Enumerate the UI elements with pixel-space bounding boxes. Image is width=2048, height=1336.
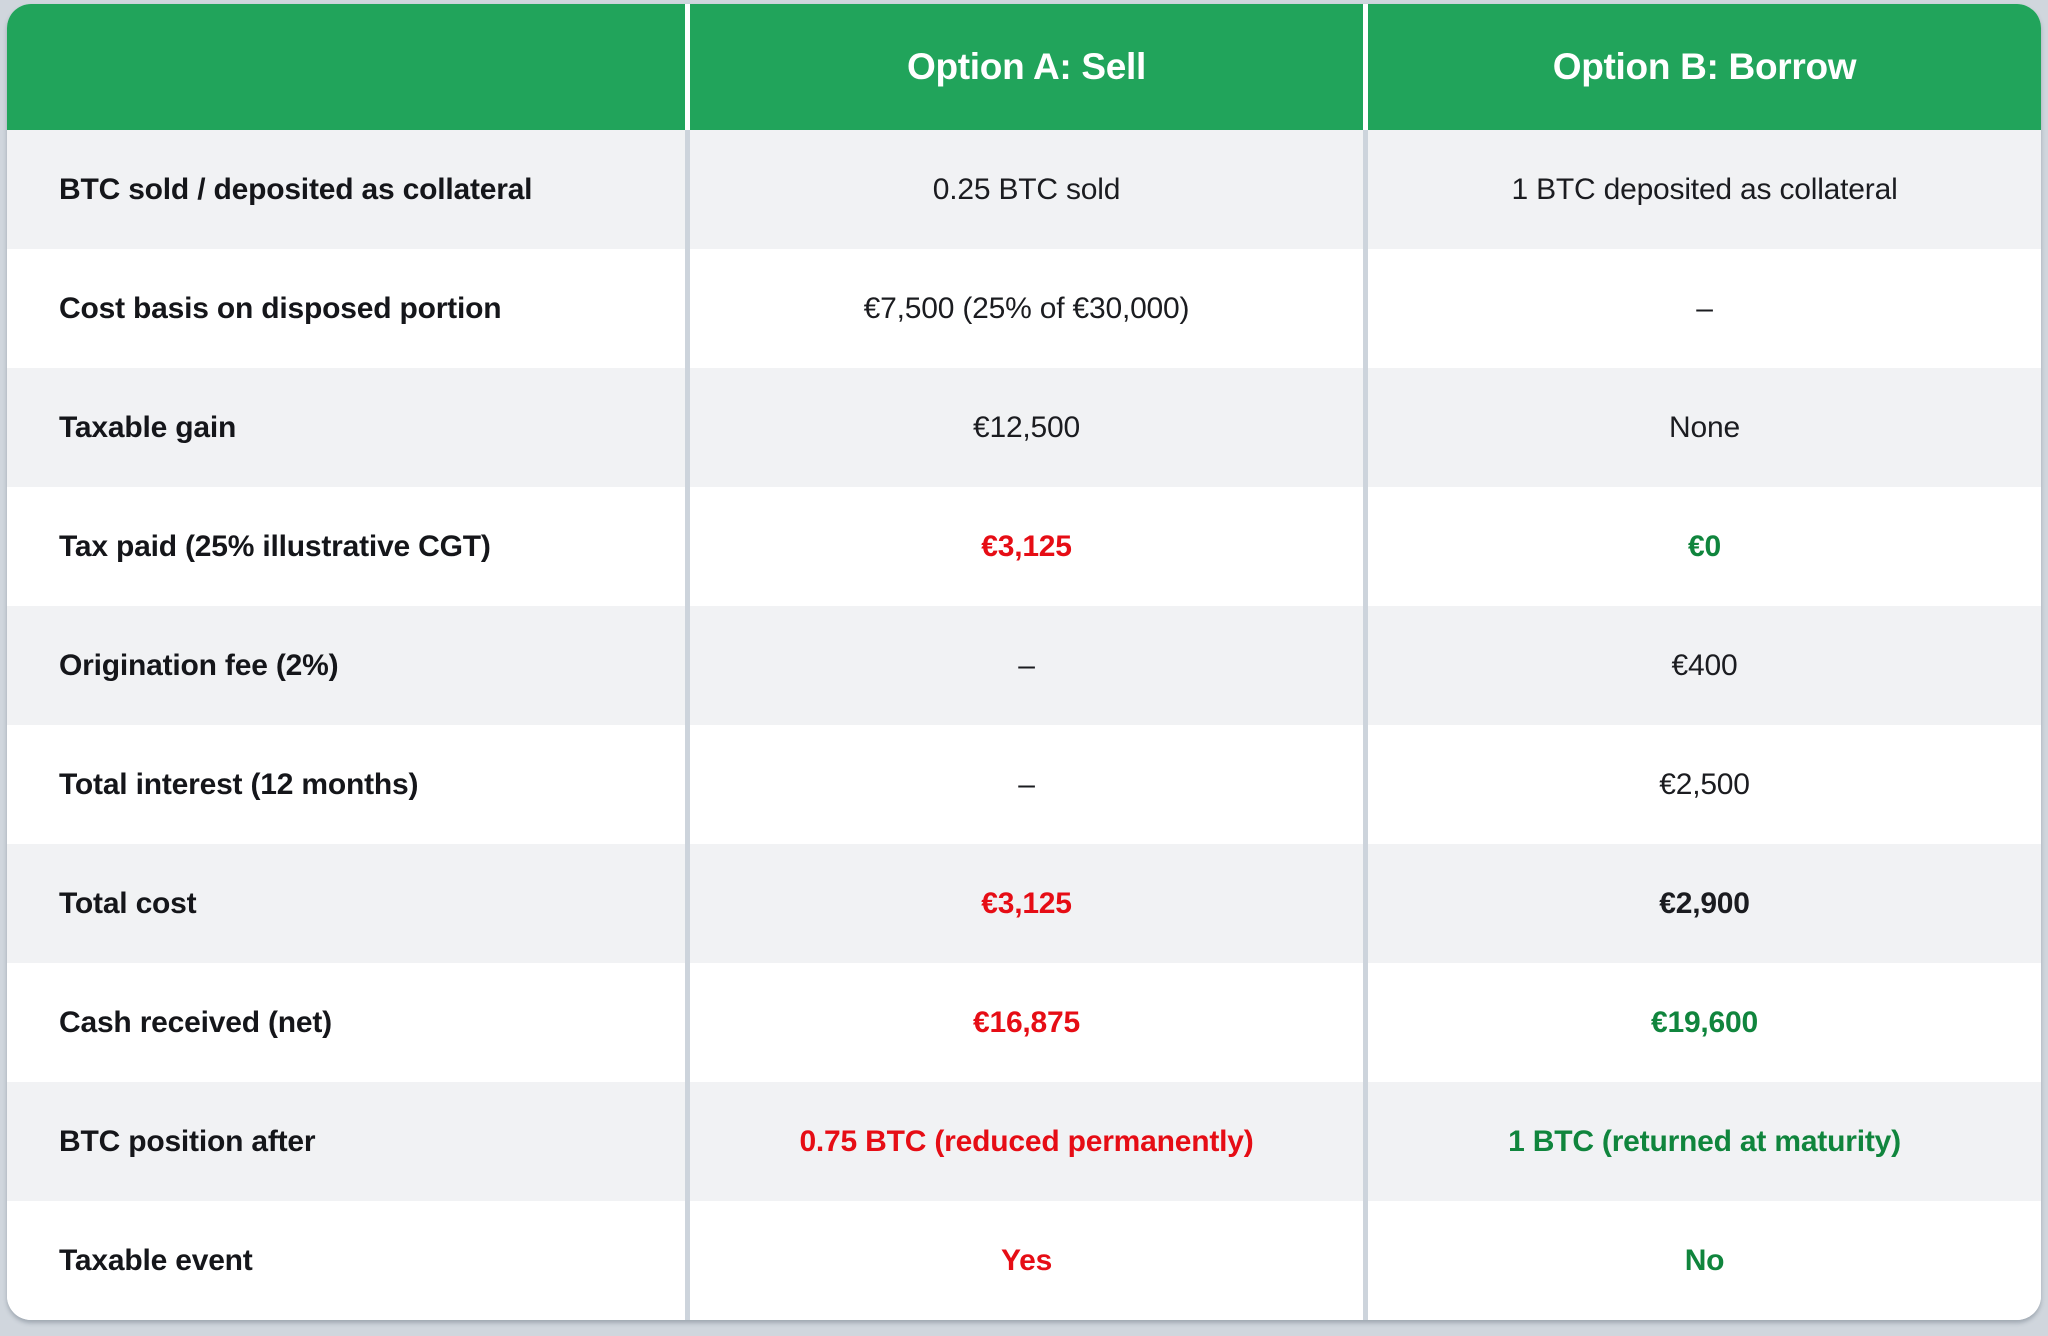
table-row-tax-paid: Tax paid (25% illustrative CGT) €3,125 €… [7, 487, 2041, 606]
row-label: Taxable gain [59, 410, 237, 444]
option-b-value: 1 BTC (returned at maturity) [1363, 1082, 2041, 1201]
table-row-origination-fee: Origination fee (2%) – €400 [7, 606, 2041, 725]
row-label: BTC sold / deposited as collateral [59, 172, 533, 206]
row-label: BTC position after [59, 1124, 316, 1158]
row-label: Total cost [59, 886, 197, 920]
header-empty-cell [7, 4, 685, 130]
option-a-value: €3,125 [685, 844, 1363, 963]
column-header-option-a: Option A: Sell [685, 4, 1363, 130]
option-b-value: No [1363, 1201, 2041, 1320]
table-row-total-cost: Total cost €3,125 €2,900 [7, 844, 2041, 963]
table-header-row: Option A: Sell Option B: Borrow [7, 4, 2041, 130]
option-b-value: €400 [1363, 606, 2041, 725]
column-header-option-b: Option B: Borrow [1363, 4, 2041, 130]
option-b-value: €0 [1363, 487, 2041, 606]
table-row-total-interest: Total interest (12 months) – €2,500 [7, 725, 2041, 844]
option-a-value: €12,500 [685, 368, 1363, 487]
table-row-cash-received: Cash received (net) €16,875 €19,600 [7, 963, 2041, 1082]
row-label: Total interest (12 months) [59, 767, 419, 801]
table-row-taxable-event: Taxable event Yes No [7, 1201, 2041, 1320]
option-a-value: €3,125 [685, 487, 1363, 606]
table-row-btc-position-after: BTC position after 0.75 BTC (reduced per… [7, 1082, 2041, 1201]
option-b-value: None [1363, 368, 2041, 487]
option-a-value: €7,500 (25% of €30,000) [685, 249, 1363, 368]
row-label: Origination fee (2%) [59, 648, 339, 682]
option-a-value: – [685, 606, 1363, 725]
option-a-value: 0.25 BTC sold [685, 130, 1363, 249]
option-b-value: €2,900 [1363, 844, 2041, 963]
row-label: Taxable event [59, 1243, 253, 1277]
row-label: Cash received (net) [59, 1005, 332, 1039]
option-b-value: 1 BTC deposited as collateral [1363, 130, 2041, 249]
option-b-value: €19,600 [1363, 963, 2041, 1082]
row-label: Cost basis on disposed portion [59, 291, 502, 325]
row-label: Tax paid (25% illustrative CGT) [59, 529, 491, 563]
table-row-btc-sold-deposited: BTC sold / deposited as collateral 0.25 … [7, 130, 2041, 249]
option-b-value: – [1363, 249, 2041, 368]
option-b-value: €2,500 [1363, 725, 2041, 844]
comparison-table-card: Option A: Sell Option B: Borrow BTC sold… [7, 4, 2041, 1320]
table-row-cost-basis: Cost basis on disposed portion €7,500 (2… [7, 249, 2041, 368]
table-row-taxable-gain: Taxable gain €12,500 None [7, 368, 2041, 487]
option-a-value: €16,875 [685, 963, 1363, 1082]
option-a-value: – [685, 725, 1363, 844]
option-a-value: 0.75 BTC (reduced permanently) [685, 1082, 1363, 1201]
option-a-value: Yes [685, 1201, 1363, 1320]
